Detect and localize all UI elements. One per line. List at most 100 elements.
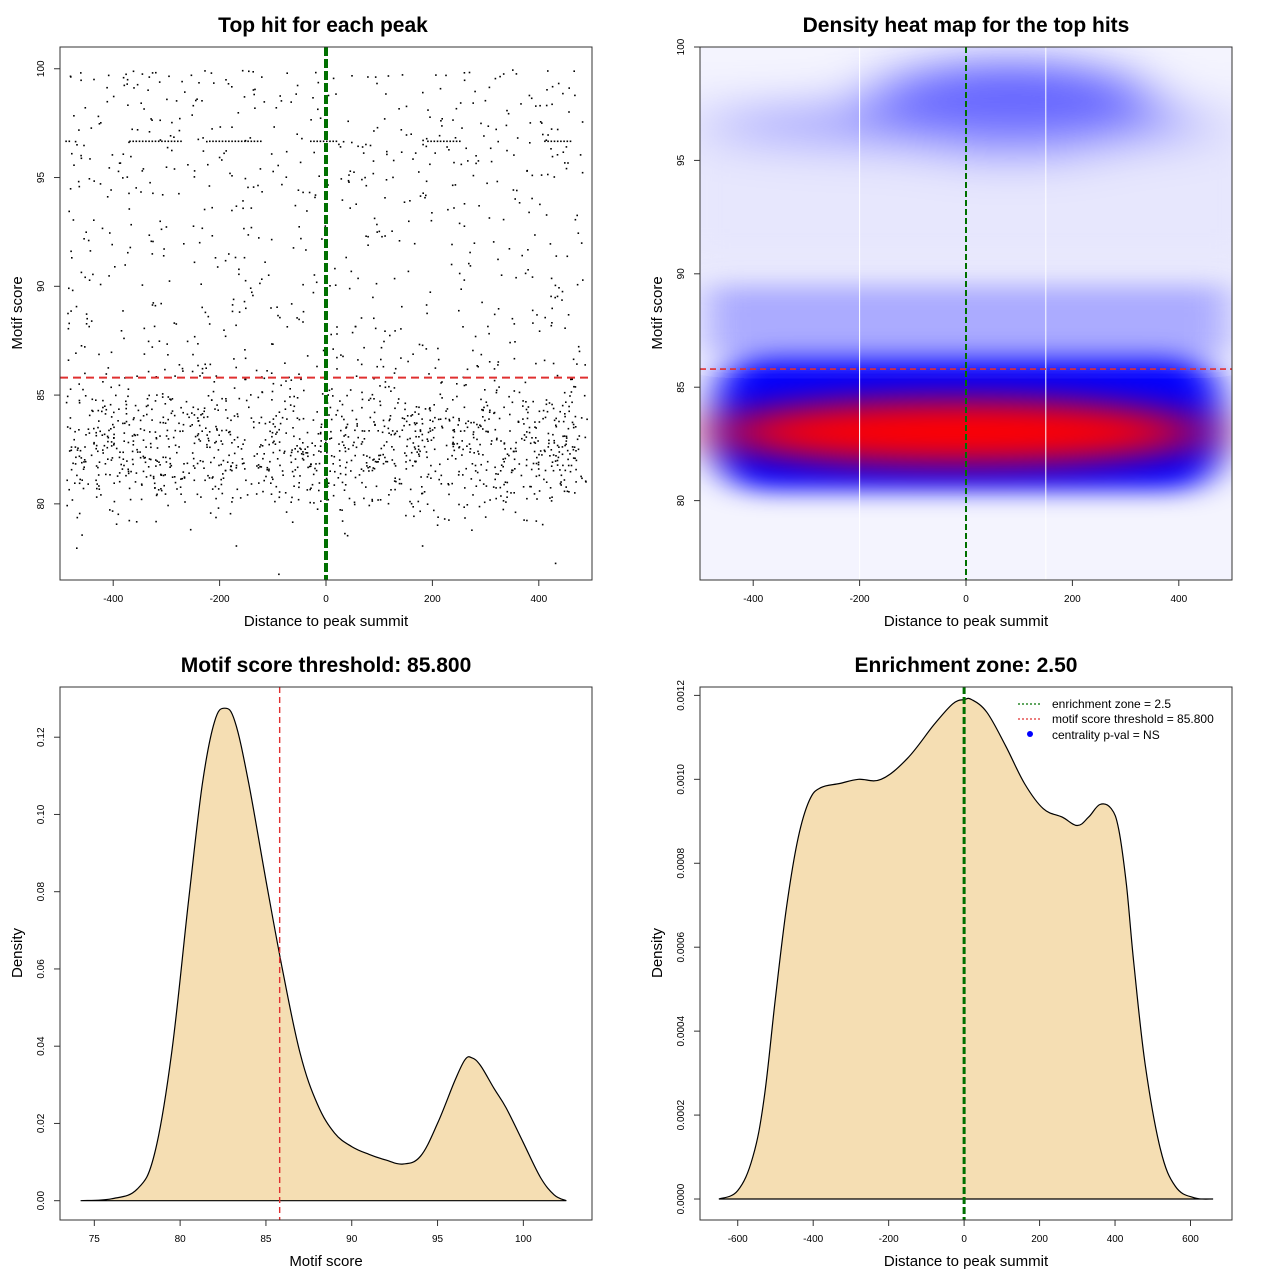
- scatter-point: [441, 118, 443, 120]
- scatter-point: [131, 435, 134, 437]
- scatter-point: [271, 435, 273, 438]
- scatter-point: [251, 291, 253, 294]
- scatter-title: Top hit for each peak: [218, 14, 428, 37]
- scatter-point: [285, 150, 288, 153]
- scatter-point: [414, 448, 417, 450]
- scatter-point: [547, 446, 550, 448]
- scatter-point: [152, 302, 155, 304]
- scatter-point: [80, 72, 82, 74]
- scatter-point: [573, 385, 575, 388]
- scatter-point: [349, 207, 351, 209]
- scatter-point: [401, 429, 404, 431]
- scatter-point: [299, 161, 302, 164]
- scatter-point: [339, 465, 341, 467]
- scatter-point: [175, 100, 178, 102]
- scatter-point: [497, 258, 499, 261]
- scatter-point: [549, 455, 551, 457]
- scatter-point: [335, 93, 337, 95]
- scatter-point: [425, 145, 428, 148]
- scatter-point: [335, 414, 337, 416]
- scatter-point: [530, 97, 533, 100]
- scatter-point: [74, 430, 76, 433]
- scatter-point: [515, 276, 517, 279]
- scatter-point: [478, 205, 480, 207]
- scatter-point: [76, 474, 78, 477]
- scatter-point: [577, 232, 580, 234]
- scatter-point: [545, 104, 548, 107]
- scatter-point: [384, 386, 387, 389]
- scatter-plot-frame: [59, 46, 593, 581]
- scatter-point: [539, 203, 541, 206]
- scatter-point: [380, 447, 383, 450]
- scatter-point: [107, 367, 110, 369]
- scatter-point: [68, 488, 70, 491]
- scatter-point: [256, 140, 259, 143]
- scatter-point: [556, 459, 559, 462]
- scatter-point: [366, 455, 368, 457]
- scatter-point: [567, 458, 569, 461]
- scatter-point: [383, 118, 386, 120]
- scatter-point: [493, 379, 496, 382]
- scatter-point: [552, 433, 554, 436]
- scatter-point: [427, 109, 429, 111]
- scatter-point: [393, 480, 396, 482]
- x-tick-label: 90: [346, 1234, 358, 1245]
- scatter-point: [367, 76, 369, 78]
- scatter-point: [113, 500, 116, 503]
- scatter-point: [435, 74, 437, 76]
- scatter-point: [225, 398, 227, 400]
- scatter-point: [320, 423, 323, 426]
- scatter-point: [522, 400, 524, 402]
- scatter-point: [585, 481, 587, 483]
- scatter-point: [510, 492, 512, 494]
- scatter-point: [240, 140, 243, 143]
- scatter-point: [197, 420, 200, 422]
- scatter-point: [270, 493, 273, 495]
- scatter-point: [401, 305, 403, 308]
- scatter-point: [174, 375, 176, 377]
- scatter-point: [416, 451, 418, 453]
- scatter-point: [351, 75, 353, 77]
- y-tick-label: 85: [36, 389, 47, 401]
- scatter-point: [125, 403, 128, 406]
- scatter-point: [388, 385, 390, 388]
- scatter-point: [459, 102, 462, 104]
- scatter-point: [118, 472, 121, 474]
- y-tick-label: 0.0010: [676, 764, 687, 795]
- heatmap-title: Density heat map for the top hits: [803, 14, 1130, 37]
- scatter-point: [332, 494, 335, 497]
- scatter-point: [155, 437, 158, 439]
- scatter-point: [475, 155, 477, 157]
- scatter-point: [463, 506, 465, 508]
- scatter-point: [556, 154, 559, 156]
- scatter-point: [382, 462, 385, 465]
- scatter-point: [93, 427, 95, 430]
- scatter-point: [243, 462, 245, 464]
- scatter-point: [152, 192, 154, 195]
- scatter-point: [365, 143, 367, 146]
- scatter-point: [567, 314, 570, 316]
- scatter-point: [152, 477, 155, 480]
- scatter-point: [73, 438, 75, 441]
- scatter-point: [550, 465, 553, 467]
- scatter-point: [182, 423, 185, 426]
- scatter-point: [333, 455, 336, 458]
- scatter-point: [361, 481, 363, 484]
- scatter-point: [154, 140, 157, 143]
- scatter-point: [527, 411, 529, 414]
- y-tick-label: 80: [36, 498, 47, 510]
- scatter-point: [293, 485, 295, 487]
- scatter-point: [410, 133, 412, 135]
- scatter-point: [451, 482, 453, 485]
- scatter-point: [536, 314, 538, 316]
- scatter-point: [361, 146, 364, 148]
- scatter-point: [570, 391, 573, 393]
- scatter-point: [310, 463, 312, 465]
- scatter-point: [152, 240, 154, 243]
- y-tick-label: 0.0008: [676, 848, 687, 879]
- scatter-point: [529, 142, 531, 144]
- scatter-point: [291, 521, 294, 523]
- scatter-point: [167, 354, 169, 356]
- scatter-point: [236, 488, 239, 491]
- scatter-point: [495, 389, 498, 392]
